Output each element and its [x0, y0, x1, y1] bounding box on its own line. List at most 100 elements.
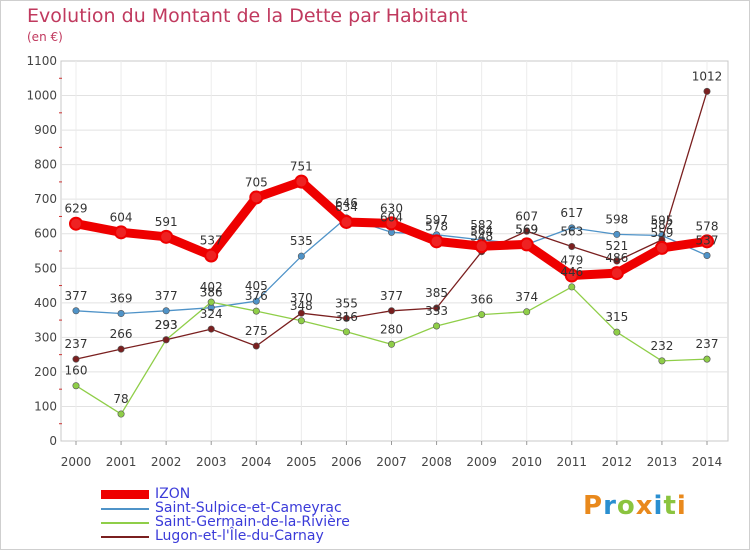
- data-point: [703, 355, 711, 363]
- data-label: 160: [65, 364, 88, 378]
- data-label: 324: [200, 307, 223, 321]
- y-tick-label: 500: [34, 261, 57, 275]
- legend-label: Saint-Sulpice-et-Cameyrac: [155, 500, 342, 516]
- data-label: 1012: [692, 69, 723, 83]
- data-label: 402: [200, 280, 223, 294]
- legend-swatch: [101, 490, 149, 499]
- data-point: [252, 297, 260, 305]
- data-label: 78: [113, 392, 128, 406]
- data-label: 751: [290, 160, 313, 174]
- data-point: [114, 225, 129, 240]
- data-point: [69, 216, 83, 231]
- data-point: [297, 252, 305, 260]
- x-tick-label: 2011: [557, 455, 588, 469]
- data-label: 604: [380, 210, 403, 224]
- data-point: [384, 216, 399, 231]
- data-label: 266: [110, 327, 133, 341]
- y-tick-label: 800: [34, 158, 57, 172]
- data-label: 597: [425, 213, 448, 227]
- x-tick-label: 2006: [331, 455, 362, 469]
- y-tick-label: 0: [49, 434, 57, 448]
- data-point: [568, 283, 576, 291]
- data-label: 348: [290, 299, 313, 313]
- data-point: [162, 307, 170, 315]
- data-point: [433, 304, 441, 312]
- chart-unit: (en €): [27, 30, 63, 44]
- x-tick-label: 2013: [647, 455, 678, 469]
- data-point: [117, 310, 125, 318]
- data-point: [249, 190, 264, 205]
- data-point: [117, 345, 125, 353]
- x-tick-label: 2000: [61, 455, 92, 469]
- logo-letter: i: [676, 491, 687, 521]
- x-tick-label: 2005: [286, 455, 317, 469]
- data-label: 315: [605, 310, 628, 324]
- legend-label: IZON: [155, 486, 191, 502]
- data-label: 559: [650, 226, 673, 240]
- data-label: 374: [515, 290, 538, 304]
- legend-swatch: [101, 508, 149, 510]
- data-label: 237: [65, 337, 88, 351]
- x-tick-label: 2012: [602, 455, 633, 469]
- data-label: 578: [425, 219, 448, 233]
- logo-letter: o: [616, 491, 636, 521]
- y-tick-label: 100: [34, 399, 57, 413]
- proxiti-logo: Proxiti: [583, 491, 687, 521]
- data-point: [568, 243, 576, 251]
- data-label: 569: [515, 222, 538, 236]
- y-tick-label: 700: [34, 192, 57, 206]
- legend-item: Saint-Germain-de-la-Rivière: [101, 514, 421, 531]
- data-point: [523, 308, 531, 316]
- data-point: [478, 311, 486, 319]
- data-label: 607: [515, 209, 538, 223]
- data-point: [658, 357, 666, 365]
- data-point: [294, 174, 309, 189]
- data-label: 537: [200, 233, 223, 247]
- data-label: 479: [560, 254, 583, 268]
- chart-title: Evolution du Montant de la Dette par Hab…: [27, 5, 468, 27]
- data-label: 355: [335, 296, 358, 310]
- data-label: 591: [155, 215, 178, 229]
- data-point: [568, 224, 576, 232]
- data-label: 582: [470, 218, 493, 232]
- data-label: 563: [560, 225, 583, 239]
- logo-letter: r: [603, 491, 617, 521]
- data-point: [162, 336, 170, 344]
- logo-letter: x: [635, 491, 654, 521]
- data-label: 405: [245, 279, 268, 293]
- data-point: [613, 230, 621, 238]
- legend-swatch: [101, 536, 149, 538]
- data-label: 630: [380, 201, 403, 215]
- data-point: [342, 314, 350, 322]
- data-label: 280: [380, 322, 403, 336]
- y-tick-label: 1000: [26, 89, 57, 103]
- data-label: 377: [380, 289, 403, 303]
- data-label: 370: [290, 291, 313, 305]
- data-point: [387, 340, 395, 348]
- data-label: 386: [200, 286, 223, 300]
- logo-letter: t: [663, 491, 677, 521]
- data-point: [429, 234, 444, 249]
- y-tick-label: 1100: [26, 54, 57, 68]
- x-tick-label: 2007: [376, 455, 407, 469]
- legend-label: Lugon-et-l'Île-du-Carnay: [155, 528, 324, 544]
- x-tick-label: 2008: [421, 455, 452, 469]
- data-point: [207, 298, 215, 306]
- data-label: 275: [245, 324, 268, 338]
- legend-label: Saint-Germain-de-la-Rivière: [155, 514, 350, 530]
- x-tick-label: 2002: [151, 455, 182, 469]
- data-point: [252, 307, 260, 315]
- data-point: [519, 237, 534, 252]
- data-label: 548: [470, 230, 493, 244]
- data-label: 333: [425, 304, 448, 318]
- data-point: [613, 257, 621, 265]
- data-label: 598: [605, 212, 628, 226]
- data-label: 237: [696, 337, 719, 351]
- legend-swatch: [101, 522, 149, 524]
- x-tick-label: 2009: [466, 455, 497, 469]
- data-label: 366: [470, 293, 493, 307]
- data-point: [609, 266, 624, 281]
- y-tick-label: 200: [34, 365, 57, 379]
- data-label: 705: [245, 175, 268, 189]
